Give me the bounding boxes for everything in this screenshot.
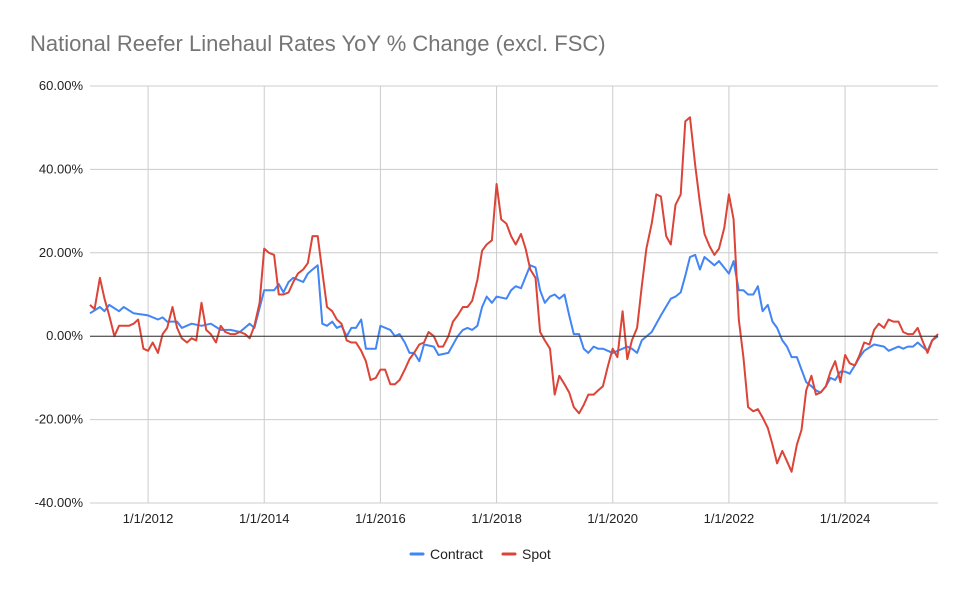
x-axis-ticks: 1/1/2012 1/1/2014 1/1/2016 1/1/2018 1/1/2020… <box>123 511 871 526</box>
series-lines <box>89 116 939 473</box>
x-tick-label: 1/1/2024 <box>820 511 871 526</box>
legend: Contract Spot <box>409 546 551 562</box>
legend-label-contract: Contract <box>430 546 483 562</box>
legend-label-spot: Spot <box>522 546 551 562</box>
y-tick-label: -40.00% <box>35 495 84 510</box>
x-tick-label: 1/1/2022 <box>704 511 755 526</box>
y-tick-label: 20.00% <box>39 245 84 260</box>
y-tick-label: 0.00% <box>46 328 83 343</box>
x-tick-label: 1/1/2018 <box>471 511 522 526</box>
y-tick-label: 60.00% <box>39 78 84 93</box>
x-tick-label: 1/1/2016 <box>355 511 406 526</box>
gridlines <box>90 85 938 504</box>
chart-title: National Reefer Linehaul Rates YoY % Cha… <box>30 31 606 56</box>
y-tick-label: -20.00% <box>35 412 84 427</box>
x-tick-label: 1/1/2012 <box>123 511 174 526</box>
y-axis-ticks: 60.00% 40.00% 20.00% 0.00% -20.00% -40.00% <box>35 78 84 510</box>
series-line-contract <box>89 253 939 394</box>
y-tick-label: 40.00% <box>39 161 84 176</box>
x-tick-label: 1/1/2020 <box>587 511 638 526</box>
series-line-spot <box>89 116 939 473</box>
x-tick-label: 1/1/2014 <box>239 511 290 526</box>
